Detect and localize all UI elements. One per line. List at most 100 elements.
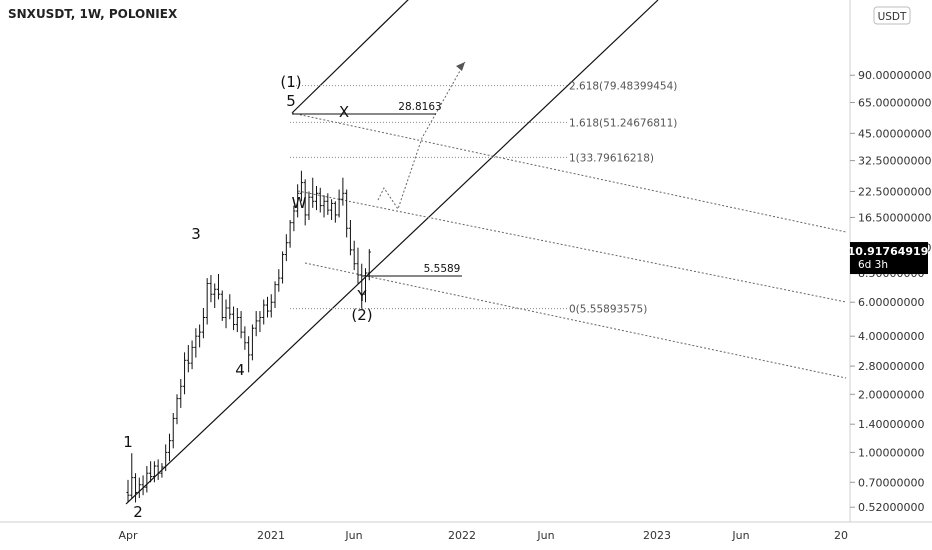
fib-level-label: 1(33.79616218) [569, 152, 654, 164]
time-label-2023: 2023 [643, 529, 671, 542]
price-tick-label: 0.70000000 [858, 476, 924, 489]
bar-countdown-label: 6d 3h [858, 259, 888, 271]
price-tick-label: 32.50000000 [858, 155, 931, 168]
wave-labels: 1 2 3 4 5 (1) W X Y (2) [123, 73, 372, 521]
ohlc-bar [363, 268, 368, 303]
ohlc-bar [269, 294, 273, 318]
ohlc-bar [292, 205, 296, 232]
ohlc-bar [205, 278, 209, 325]
ohlc-bar [243, 326, 247, 350]
fib-level-label: 1.618(51.24676811) [569, 117, 677, 129]
ohlc-bar [303, 179, 307, 226]
ohlc-bar [216, 274, 221, 300]
ohlc-bar [345, 189, 349, 238]
price-bars [126, 170, 371, 503]
dotted-channel-1 [291, 112, 847, 233]
wave-label-1: 1 [123, 433, 133, 451]
ohlc-bar [337, 189, 341, 218]
price-tick-label: 1.00000000 [858, 446, 924, 459]
time-label-jun-2021: Jun [344, 529, 362, 542]
ohlc-bar [318, 187, 322, 213]
ohlc-bar [296, 184, 300, 218]
ohlc-bar [194, 328, 198, 358]
ohlc-bar [149, 461, 153, 483]
ohlc-bar [314, 186, 319, 211]
wave-label-5: 5 [286, 92, 296, 110]
time-label-2021: 2021 [257, 529, 285, 542]
current-price-label: 10.91764919 [848, 245, 929, 258]
price-tick-label: 16.50000000 [858, 211, 931, 224]
dotted-channel-3 [304, 262, 847, 379]
ohlc-bar [152, 461, 156, 483]
ohlc-bar [273, 281, 277, 308]
ohlc-bar [130, 453, 134, 499]
ohlc-bar [235, 307, 239, 333]
channel-lower-line [125, 0, 659, 505]
high-price-label: 28.8163 [398, 101, 441, 113]
time-axis[interactable]: Apr 2021 Jun 2022 Jun 2023 Jun 20 [0, 521, 932, 542]
wave-label-4: 4 [235, 361, 245, 379]
ohlc-bar [352, 240, 356, 271]
ohlc-bar [367, 249, 371, 281]
ohlc-bar [247, 336, 251, 373]
ohlc-bar [213, 283, 217, 308]
ohlc-bar [164, 444, 168, 472]
price-tick-label: 4.00000000 [858, 330, 924, 343]
currency-badge[interactable]: USDT [873, 6, 911, 25]
ohlc-bar [265, 296, 270, 318]
price-tick-label: 45.00000000 [858, 127, 931, 140]
wave-label-3: 3 [191, 225, 201, 243]
ohlc-bar [288, 220, 292, 248]
ohlc-bar [250, 324, 255, 361]
ohlc-bar [137, 477, 141, 499]
current-price-marker: 10.91764919 6d 3h [848, 242, 929, 275]
price-tick-label: 65.00000000 [858, 97, 931, 110]
ohlc-bar [175, 394, 179, 425]
time-label-2022: 2022 [448, 529, 476, 542]
wave-label-y: Y [356, 287, 367, 305]
ohlc-bar [182, 352, 187, 395]
channel-upper-line [291, 0, 409, 114]
ohlc-bar [231, 306, 236, 331]
ohlc-bar [277, 269, 281, 292]
wave-label-w: W [292, 194, 307, 212]
price-tick-label: 2.80000000 [858, 360, 924, 373]
ohlc-bar [258, 311, 262, 333]
ohlc-bar [209, 275, 213, 303]
ohlc-bar [190, 340, 194, 370]
ohlc-bar [348, 220, 353, 256]
time-label-2024-partial: 20 [834, 529, 848, 542]
chart-title: SNXUSDT, 1W, POLONIEX [8, 7, 178, 21]
ohlc-bar [360, 263, 364, 309]
ohlc-bar [141, 475, 145, 496]
price-axis[interactable]: 90.00000000 65.00000000 45.00000000 32.5000… [849, 0, 931, 522]
ohlc-bar [356, 247, 360, 284]
ohlc-bar [254, 311, 258, 337]
ohlc-bar [284, 234, 288, 262]
drawing-layer [125, 0, 659, 505]
dotted-channel-layer [291, 61, 847, 379]
wave-label-x: X [339, 103, 349, 121]
wave-label-degree-1: (1) [280, 73, 301, 91]
price-tick-label: 1.40000000 [858, 418, 924, 431]
projection-arrowhead-icon [456, 62, 465, 71]
fib-level-label: 0(5.55893575) [569, 304, 647, 316]
wave-label-degree-2: (2) [351, 306, 372, 324]
ohlc-bar [220, 290, 224, 321]
ohlc-bar [228, 294, 232, 320]
currency-badge-box [873, 6, 911, 25]
ohlc-bar [179, 379, 183, 408]
ohlc-bar [299, 170, 304, 202]
price-tick-label: 6.00000000 [858, 296, 924, 309]
projection-path [377, 61, 466, 211]
ohlc-bar [186, 345, 190, 373]
time-label-apr: Apr [118, 529, 138, 542]
ohlc-bar [280, 251, 285, 284]
ohlc-bar [224, 299, 228, 329]
fib-level-label: 2.618(79.48399454) [569, 81, 677, 93]
ohlc-bar [198, 324, 202, 348]
ohlc-bar [326, 193, 330, 215]
ohlc-bar [160, 463, 164, 478]
